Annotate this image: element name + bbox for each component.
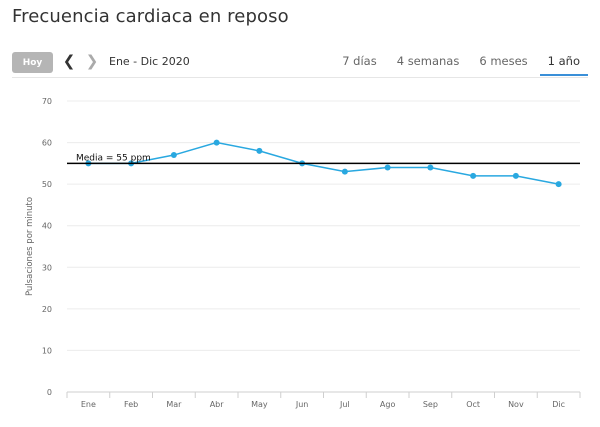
data-point — [427, 164, 434, 171]
data-point — [512, 172, 519, 179]
toolbar-divider — [12, 77, 588, 78]
page-title: Frecuencia cardiaca en reposo — [12, 6, 289, 27]
x-tick-label: Mar — [166, 400, 182, 409]
period-tabs: 7 días 4 semanas 6 meses 1 año — [330, 48, 589, 78]
x-tick-label: Jun — [295, 400, 309, 409]
data-point — [384, 164, 391, 171]
x-tick-label: Abr — [210, 400, 225, 409]
x-tick-label: Sep — [423, 400, 438, 409]
x-tick-label: Oct — [466, 400, 480, 409]
y-tick-label: 60 — [42, 139, 52, 148]
data-point — [341, 168, 348, 175]
x-tick-label: May — [251, 400, 268, 409]
y-axis-label: Pulsaciones por minuto — [25, 197, 35, 296]
x-tick-label: Jul — [339, 400, 350, 409]
today-button[interactable]: Hoy — [12, 52, 53, 73]
y-tick-label: 30 — [42, 263, 52, 272]
x-tick-label: Ago — [380, 400, 396, 409]
chevron-left-icon[interactable]: ❮ — [62, 52, 76, 70]
tab-6-meses[interactable]: 6 meses — [479, 54, 528, 68]
y-tick-label: 0 — [47, 388, 52, 397]
date-range-label: Ene - Dic 2020 — [109, 55, 190, 68]
date-toolbar: Hoy ❮ ❯ Ene - Dic 2020 7 días 4 semanas … — [0, 48, 600, 78]
series-line — [88, 141, 559, 185]
tab-4-semanas[interactable]: 4 semanas — [396, 54, 460, 68]
average-label: Media = 55 ppm — [76, 153, 151, 163]
chevron-right-icon[interactable]: ❯ — [85, 52, 99, 70]
y-tick-label: 10 — [42, 346, 52, 355]
data-point — [470, 172, 477, 179]
tab-1-ano[interactable]: 1 año — [539, 48, 589, 76]
data-point — [555, 181, 562, 188]
y-tick-label: 50 — [42, 180, 52, 189]
x-tick-label: Ene — [81, 400, 96, 409]
x-tick-label: Dic — [552, 400, 565, 409]
y-tick-label: 70 — [42, 97, 52, 106]
x-tick-label: Nov — [508, 400, 524, 409]
y-tick-label: 40 — [42, 222, 52, 231]
data-point — [256, 147, 263, 154]
data-point — [213, 139, 220, 146]
data-point — [170, 152, 177, 159]
tab-7-dias[interactable]: 7 días — [342, 54, 377, 68]
x-tick-label: Feb — [124, 400, 138, 409]
y-tick-label: 20 — [42, 305, 52, 314]
